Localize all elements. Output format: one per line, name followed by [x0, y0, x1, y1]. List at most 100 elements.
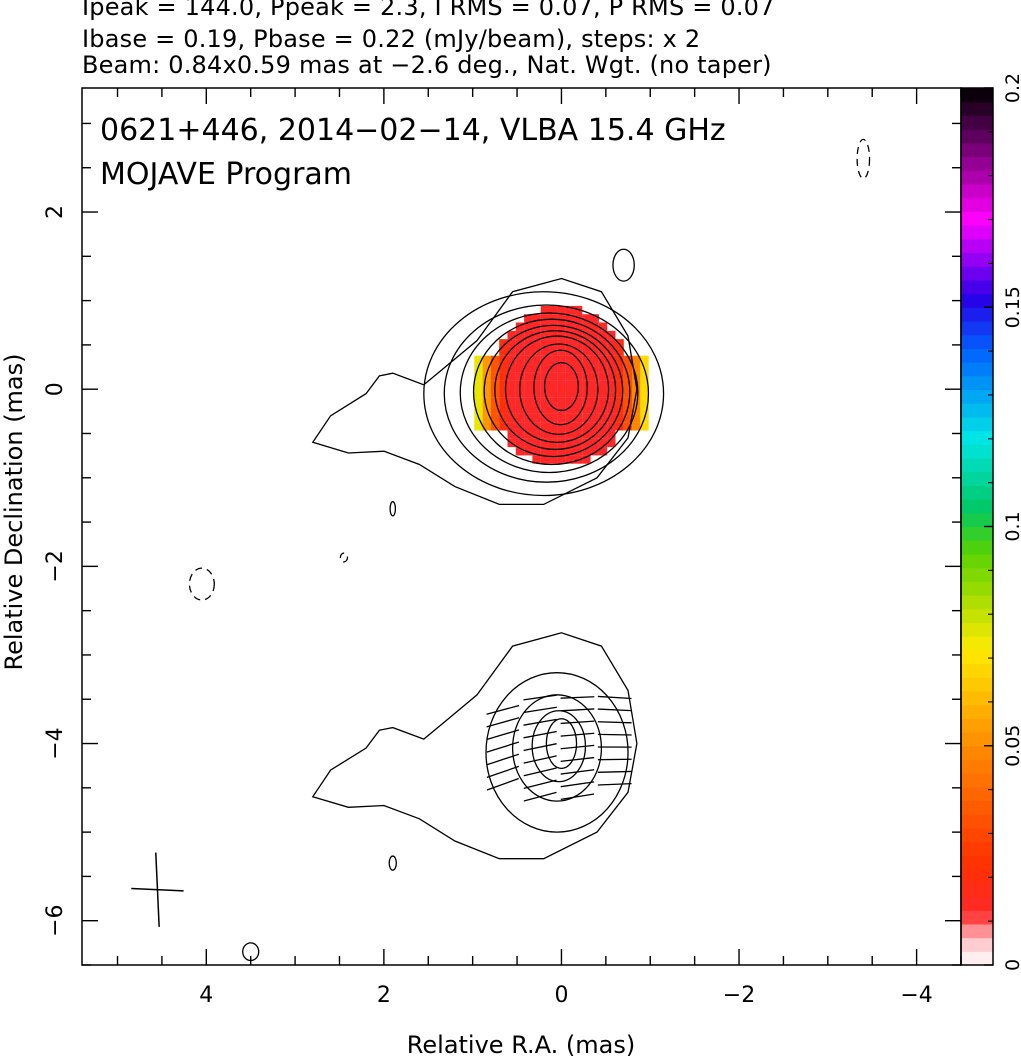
polarization-pixel: [549, 372, 558, 381]
polarization-pixel: [532, 314, 541, 323]
polarization-pixel: [490, 405, 500, 414]
negative-contour-island: [856, 138, 871, 180]
polarization-pixel: [557, 397, 566, 406]
polarization-pixel: [507, 422, 516, 431]
polarization-pixel: [615, 397, 624, 406]
x-tick-label: 4: [199, 983, 213, 1008]
colorbar-cell: [961, 170, 993, 185]
colorbar-cell: [961, 101, 993, 117]
polarization-pixel: [573, 405, 583, 414]
polarization-pixel: [532, 364, 541, 373]
polarization-pixel: [482, 355, 492, 365]
polarization-pixel: [573, 430, 583, 439]
stokes-i-contour: [494, 330, 617, 451]
polarization-pixel: [499, 372, 508, 381]
polarization-pixel: [557, 372, 566, 381]
colorbar-tick-label: 0: [1002, 959, 1021, 971]
polarization-pixel: [573, 305, 583, 315]
colorbar-cell: [961, 444, 993, 459]
polarization-pixel: [532, 430, 541, 439]
colorbar-cell: [961, 732, 993, 747]
polarization-pixel: [582, 364, 591, 373]
evpa-vector: [523, 779, 557, 790]
polarization-pixel: [582, 397, 591, 406]
evpa-vector: [486, 765, 520, 779]
polarization-pixel: [524, 347, 533, 356]
polarization-pixel: [532, 397, 541, 406]
polarization-pixel: [549, 330, 558, 340]
polarization-pixel: [565, 405, 575, 414]
polarization-pixel: [532, 413, 541, 423]
polarization-pixel: [598, 380, 608, 390]
polarization-pixel: [598, 405, 608, 414]
evpa-vector: [560, 708, 595, 712]
polarization-pixel: [540, 330, 550, 340]
polarization-pixel: [549, 455, 558, 464]
polarization-pixel: [540, 355, 550, 365]
polarization-pixel: [623, 355, 633, 365]
polarization-pixel: [524, 405, 533, 414]
polarization-pixel: [573, 347, 583, 356]
colorbar-cell: [961, 951, 993, 966]
polarization-pixel: [507, 397, 516, 406]
polarization-pixel: [615, 347, 624, 356]
evpa-vector: [560, 720, 595, 725]
polarization-pixel: [557, 422, 566, 431]
polarization-pixel: [524, 339, 533, 348]
colorbar-cell: [961, 690, 993, 706]
polarization-pixel: [549, 305, 558, 315]
colorbar-cell: [961, 759, 993, 774]
evpa-vector: [597, 708, 632, 712]
polarization-pixel: [590, 438, 599, 448]
colorbar-cell: [961, 471, 993, 486]
polarization-pixel: [598, 347, 608, 356]
polarization-pixel: [515, 372, 525, 381]
colorbar-cell: [961, 293, 993, 308]
polarization-pixel: [565, 347, 575, 356]
y-tick-label: −4: [43, 727, 68, 759]
polarization-pixel: [573, 372, 583, 381]
polarization-pixel: [490, 397, 500, 406]
polarization-pixel: [482, 364, 492, 373]
polarization-pixel: [565, 438, 575, 448]
polarization-pixel: [565, 372, 575, 381]
evpa-vector: [523, 718, 557, 726]
polarization-pixel: [507, 430, 516, 439]
polarization-pixel: [598, 413, 608, 423]
evpa-vector: [597, 770, 632, 773]
polarization-pixel: [482, 413, 492, 423]
colorbar-cell: [961, 238, 993, 254]
polarization-pixel: [515, 397, 525, 406]
x-tick-label: 0: [554, 983, 568, 1008]
colorbar-tick-label: 0.2: [1002, 73, 1021, 103]
colorbar-cell: [961, 526, 993, 541]
polarization-pixel: [549, 380, 558, 390]
polarization-pixel: [598, 397, 608, 406]
colorbar-cell: [961, 88, 993, 103]
polarization-pixel: [482, 397, 492, 406]
colorbar-cell: [961, 156, 993, 171]
polarization-pixel: [474, 388, 483, 398]
colorbar-cell: [961, 786, 993, 802]
colorbar-cell: [961, 622, 993, 637]
polarization-pixel: [515, 330, 525, 340]
polarization-pixel: [598, 330, 608, 340]
polarization-pixel: [524, 397, 533, 406]
polarization-pixel: [573, 364, 583, 373]
polarization-pixel: [524, 314, 533, 323]
polarization-pixel: [515, 322, 525, 331]
polarization-pixel: [532, 380, 541, 390]
polarization-pixel: [507, 339, 516, 348]
colorbar-cell: [961, 403, 993, 418]
polarization-pixel: [607, 339, 616, 348]
polarization-pixel: [557, 438, 566, 448]
polarization-pixel: [582, 330, 591, 340]
evpa-vector: [597, 733, 632, 736]
polarization-pixel: [524, 330, 533, 340]
polarization-pixel: [607, 397, 616, 406]
polarization-pixel: [615, 413, 624, 423]
colorbar-cell: [961, 540, 993, 555]
polarization-pixel: [598, 430, 608, 439]
polarization-pixel: [582, 380, 591, 390]
evpa-vector: [486, 729, 520, 741]
